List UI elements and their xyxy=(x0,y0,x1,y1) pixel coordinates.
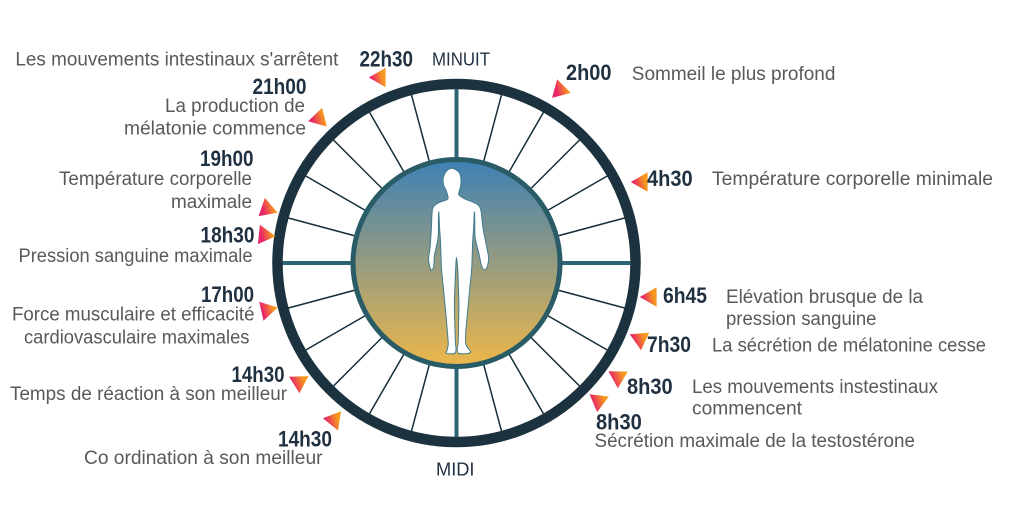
svg-text:7h30: 7h30 xyxy=(647,332,691,357)
svg-text:La production de: La production de xyxy=(165,96,305,117)
svg-text:Les mouvements instestinaux: Les mouvements instestinaux xyxy=(692,377,938,398)
svg-text:14h30: 14h30 xyxy=(278,427,332,452)
svg-text:4h30: 4h30 xyxy=(647,166,693,191)
svg-text:Les mouvements intestinaux s'a: Les mouvements intestinaux s'arrêtent xyxy=(15,50,339,71)
svg-text:Force musculaire et efficacité: Force musculaire et efficacité xyxy=(12,305,255,326)
svg-text:Sommeil le plus profond: Sommeil le plus profond xyxy=(632,64,836,85)
svg-text:Elévation brusque de la: Elévation brusque de la xyxy=(726,287,923,308)
svg-text:MIDI: MIDI xyxy=(436,460,475,480)
svg-text:pression sanguine: pression sanguine xyxy=(726,309,877,330)
svg-text:19h00: 19h00 xyxy=(200,146,254,171)
svg-text:cardiovasculaire maximales: cardiovasculaire maximales xyxy=(24,328,250,349)
svg-text:mélatonie commence: mélatonie commence xyxy=(124,118,306,139)
svg-text:17h00: 17h00 xyxy=(201,282,254,307)
svg-text:Sécrétion maximale de la testo: Sécrétion maximale de la testostérone xyxy=(595,431,916,452)
svg-text:6h45: 6h45 xyxy=(663,283,707,308)
svg-text:MINUIT: MINUIT xyxy=(432,49,490,69)
svg-text:commencent: commencent xyxy=(692,399,803,420)
svg-text:21h00: 21h00 xyxy=(253,74,307,99)
svg-text:Co ordination à son meilleur: Co ordination à son meilleur xyxy=(84,448,323,469)
svg-text:maximale: maximale xyxy=(171,192,252,213)
svg-text:18h30: 18h30 xyxy=(201,223,255,248)
svg-text:Température corporelle: Température corporelle xyxy=(59,169,252,190)
svg-text:14h30: 14h30 xyxy=(232,362,285,387)
svg-text:8h30: 8h30 xyxy=(596,410,642,435)
svg-text:Température corporelle minimal: Température corporelle minimale xyxy=(712,169,993,190)
svg-text:8h30: 8h30 xyxy=(627,374,673,399)
svg-text:Pression sanguine maximale: Pression sanguine maximale xyxy=(19,246,253,267)
svg-text:Temps de réaction à son meille: Temps de réaction à son meilleur xyxy=(10,384,288,405)
svg-text:22h30: 22h30 xyxy=(360,46,414,71)
svg-text:2h00: 2h00 xyxy=(566,60,611,85)
svg-text:La sécrétion de mélatonine ces: La sécrétion de mélatonine cesse xyxy=(712,336,986,357)
